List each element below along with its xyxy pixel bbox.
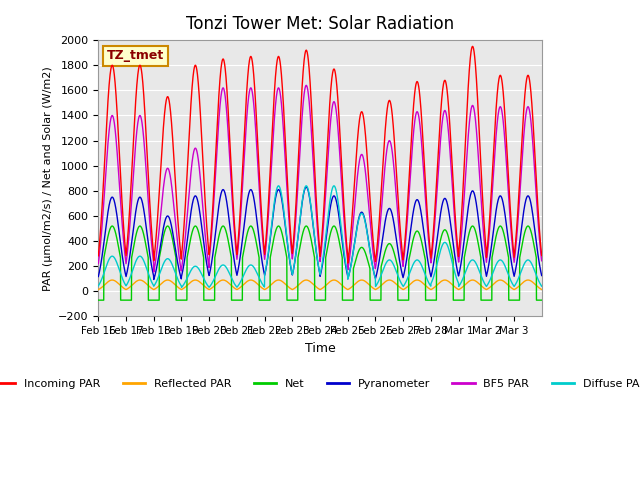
Y-axis label: PAR (μmol/m2/s) / Net and Solar (W/m2): PAR (μmol/m2/s) / Net and Solar (W/m2) — [42, 66, 52, 291]
Text: TZ_tmet: TZ_tmet — [108, 49, 164, 62]
X-axis label: Time: Time — [305, 342, 335, 355]
Title: Tonzi Tower Met: Solar Radiation: Tonzi Tower Met: Solar Radiation — [186, 15, 454, 33]
Legend: Incoming PAR, Reflected PAR, Net, Pyranometer, BF5 PAR, Diffuse PAR: Incoming PAR, Reflected PAR, Net, Pyrano… — [0, 375, 640, 394]
